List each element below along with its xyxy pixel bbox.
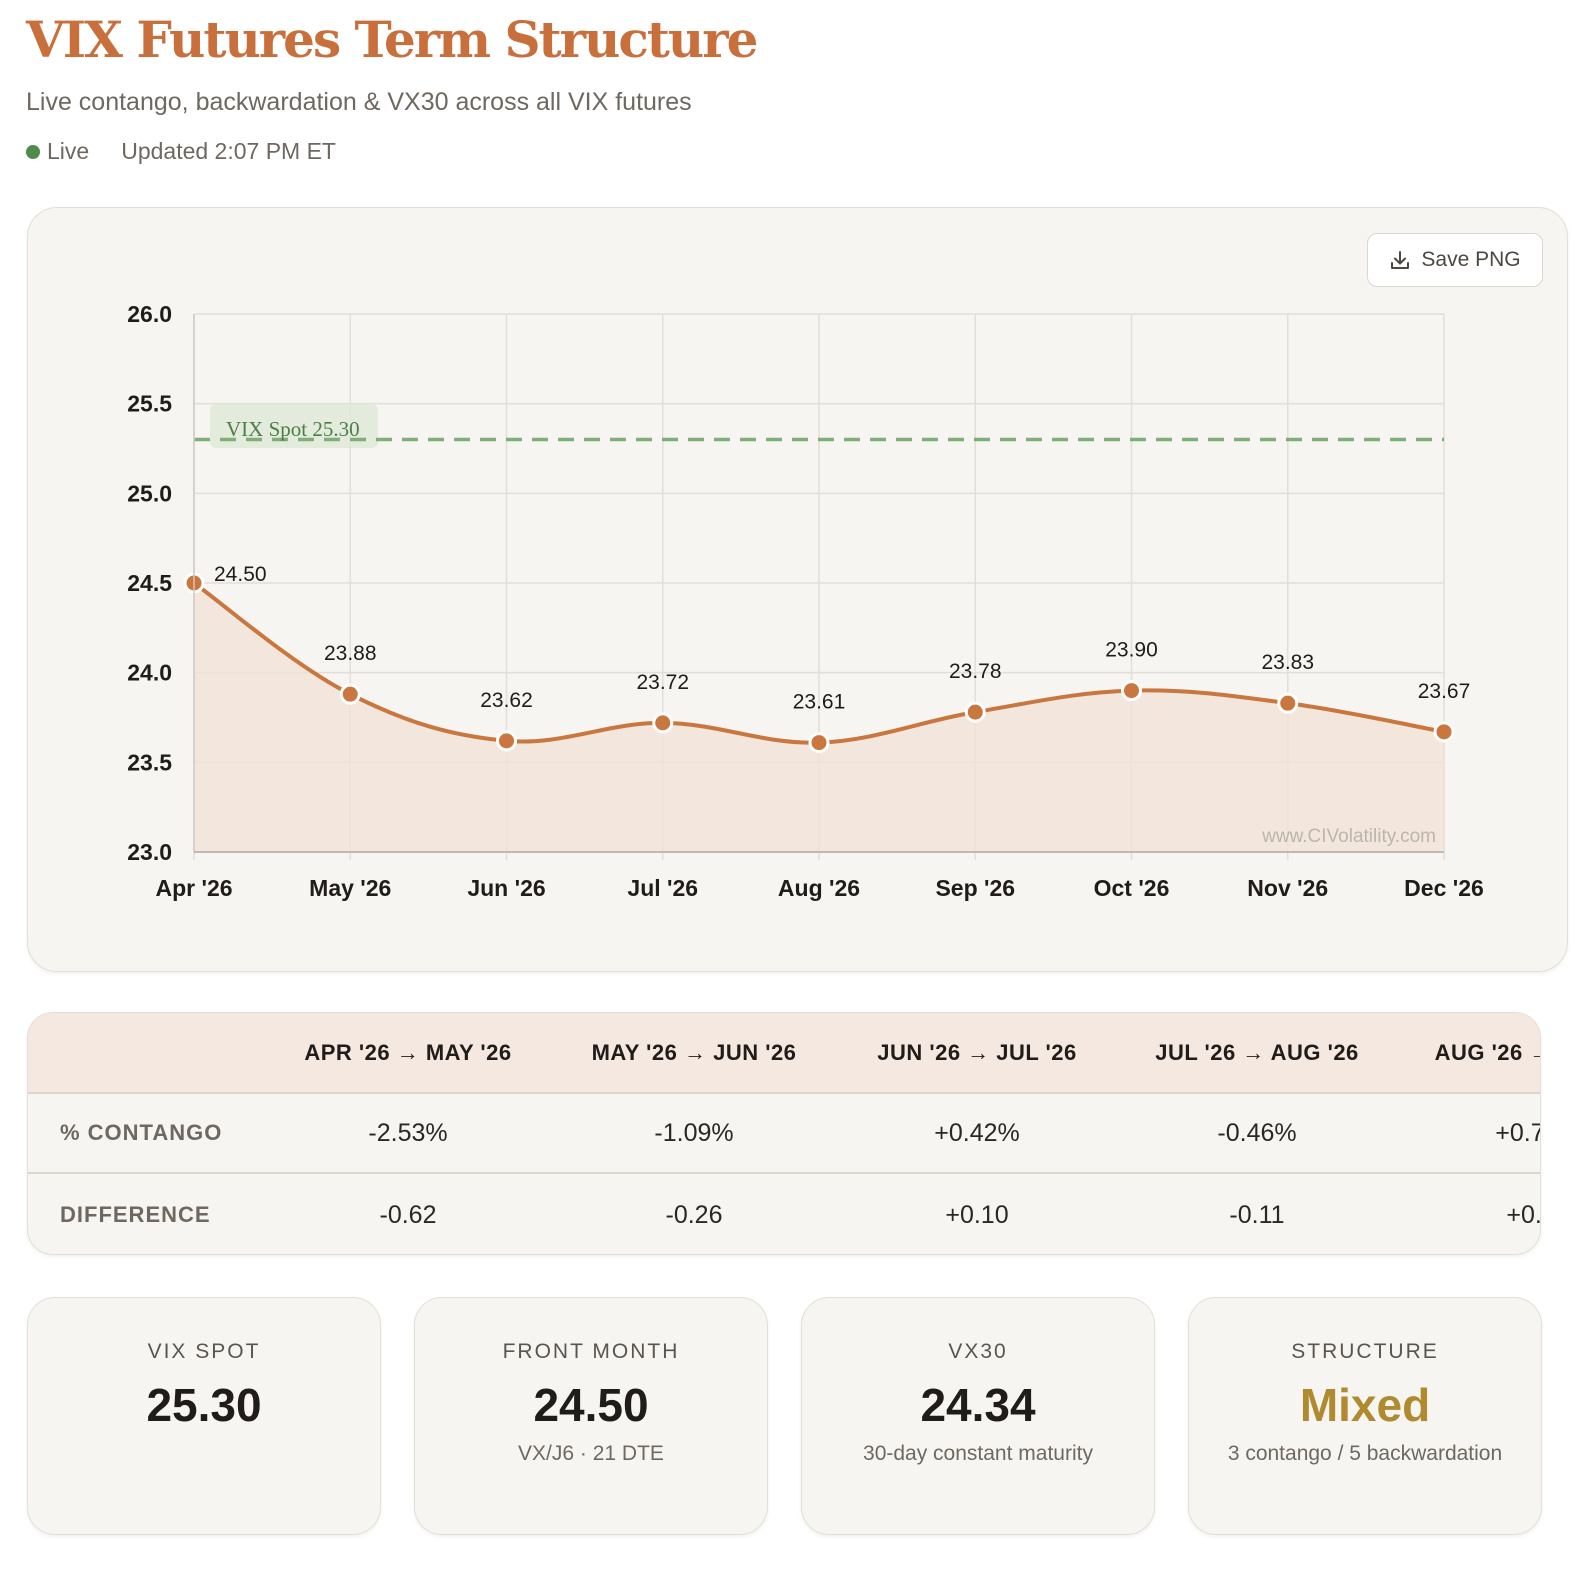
data-label: 23.83 <box>1261 651 1314 674</box>
stat-sub: VX/J6 · 21 DTE <box>518 1442 664 1465</box>
table-cell: -0.11 <box>1229 1200 1285 1229</box>
stat-card-vix-spot: VIX SPOT 25.30 <box>27 1297 381 1535</box>
x-tick-label: Jul '26 <box>627 875 698 901</box>
data-point <box>1433 721 1455 743</box>
table-cell: -1.09% <box>654 1118 734 1147</box>
updated-timestamp: Updated 2:07 PM ET <box>121 138 336 164</box>
y-tick-label: 23.5 <box>127 749 172 775</box>
stat-card-vx30: VX30 24.34 30-day constant maturity <box>801 1297 1155 1535</box>
download-icon <box>1391 251 1410 269</box>
stat-label: STRUCTURE <box>1291 1340 1439 1363</box>
data-label: 24.50 <box>214 563 267 586</box>
data-point <box>964 701 986 723</box>
data-point <box>339 683 361 705</box>
data-point <box>808 732 830 754</box>
table-row-contango: % CONTANGO -2.53% -1.09% +0.42% -0.46% +0.72… <box>28 1094 1540 1174</box>
spread-table: APR '26 → MAY '26 MAY '26 → JUN '26 JUN '2… <box>27 1012 1541 1255</box>
x-tick-label: Jun '26 <box>467 875 545 901</box>
table-column-header: APR '26 → MAY '26 <box>304 1039 512 1065</box>
x-tick-label: Nov '26 <box>1247 875 1328 901</box>
save-png-button[interactable]: Save PNG <box>1367 233 1543 287</box>
data-label: 23.72 <box>636 671 689 694</box>
row-label: % CONTANGO <box>60 1120 223 1145</box>
data-point <box>496 730 517 752</box>
data-point <box>652 712 674 734</box>
save-png-label: Save PNG <box>1421 248 1521 271</box>
y-tick-label: 26.0 <box>127 301 172 327</box>
data-label: 23.88 <box>324 642 377 665</box>
table-cell: -2.53% <box>368 1118 448 1147</box>
live-label: Live <box>47 138 90 164</box>
stat-card-structure: STRUCTURE Mixed 3 contango / 5 backwarda… <box>1188 1297 1542 1535</box>
spot-label: VIX Spot 25.30 <box>226 417 360 441</box>
row-label: DIFFERENCE <box>60 1202 211 1227</box>
stat-label: VIX SPOT <box>147 1340 261 1363</box>
stat-value: Mixed <box>1299 1379 1431 1431</box>
chart-card: VIX Spot 25.30 24.50 23.88 23.62 23.72 23.61… <box>27 207 1568 972</box>
data-point <box>1277 692 1299 714</box>
live-indicator-icon <box>26 144 40 159</box>
stat-label: VX30 <box>948 1340 1008 1363</box>
table-cell: -0.46% <box>1217 1118 1297 1147</box>
y-tick-label: 24.0 <box>127 660 172 686</box>
data-label: 23.62 <box>480 689 533 712</box>
data-label: 23.67 <box>1418 680 1471 703</box>
status-row: Live Updated 2:07 PM ET <box>26 138 336 165</box>
data-label: 23.61 <box>793 691 846 714</box>
spot-label-badge <box>210 404 378 448</box>
stat-label: FRONT MONTH <box>502 1340 680 1363</box>
table-column-header: AUG '26 → SEP '26 <box>1434 1039 1540 1065</box>
stat-sub: 30-day constant maturity <box>863 1442 1093 1465</box>
page-subtitle: Live contango, backwardation & VX30 acro… <box>26 88 692 116</box>
table-cell: +0.17 <box>1506 1200 1540 1229</box>
table-row-difference: DIFFERENCE -0.62 -0.26 +0.10 -0.11 +0.17 <box>28 1175 1540 1254</box>
stat-value: 24.50 <box>533 1379 649 1431</box>
page-title: VIX Futures Term Structure <box>26 10 758 69</box>
table-cell: +0.42% <box>934 1118 1020 1147</box>
y-tick-label: 23.0 <box>127 839 172 865</box>
data-point <box>1121 680 1142 702</box>
data-label: 23.78 <box>949 660 1002 683</box>
stat-sub: 3 contango / 5 backwardation <box>1227 1442 1503 1465</box>
x-tick-label: Dec '26 <box>1404 875 1484 901</box>
table-cell: +0.10 <box>945 1200 1009 1229</box>
x-tick-label: Aug '26 <box>778 875 860 901</box>
series-area <box>194 583 1444 852</box>
y-tick-label: 25.0 <box>127 480 172 506</box>
x-tick-label: May '26 <box>309 875 391 901</box>
x-tick-label: Apr '26 <box>155 875 232 901</box>
x-tick-label: Sep '26 <box>935 875 1015 901</box>
stat-value: 24.34 <box>920 1379 1036 1431</box>
stat-value: 25.30 <box>146 1379 262 1431</box>
table-column-header: JUN '26 → JUL '26 <box>877 1039 1077 1065</box>
table-column-header: JUL '26 → AUG '26 <box>1155 1039 1359 1065</box>
table-cell: -0.62 <box>379 1200 437 1229</box>
x-tick-label: Oct '26 <box>1094 875 1170 901</box>
y-tick-label: 24.5 <box>127 570 172 596</box>
table-header-row: APR '26 → MAY '26 MAY '26 → JUN '26 JUN '2… <box>28 1013 1540 1094</box>
y-tick-label: 25.5 <box>127 391 172 417</box>
table-cell: -0.26 <box>665 1200 723 1229</box>
stat-card-front-month: FRONT MONTH 24.50 VX/J6 · 21 DTE <box>414 1297 768 1535</box>
data-label: 23.90 <box>1105 639 1158 662</box>
term-structure-chart: VIX Spot 25.30 24.50 23.88 23.62 23.72 23.61… <box>127 301 1484 901</box>
table-column-header: MAY '26 → JUN '26 <box>591 1039 797 1065</box>
table-cell: +0.72% <box>1495 1118 1540 1147</box>
watermark: www.CIVolatility.com <box>1261 826 1436 847</box>
